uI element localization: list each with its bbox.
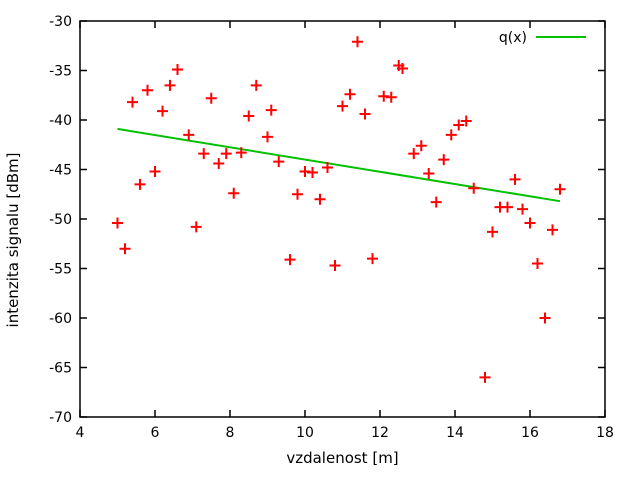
data-point-marker — [273, 156, 285, 168]
x-tick-label: 12 — [371, 425, 389, 441]
y-tick-label: -50 — [49, 212, 72, 228]
x-axis-ticks: 4 6 8 10 12 14 16 18 — [76, 21, 614, 441]
x-tick-label: 14 — [446, 425, 464, 441]
data-point-marker — [430, 196, 442, 208]
data-point-marker — [172, 64, 183, 76]
data-point-marker — [228, 187, 240, 199]
data-point-marker — [322, 162, 333, 174]
data-point-marker — [532, 258, 543, 270]
legend-label: q(x) — [499, 30, 527, 46]
y-tick-label: -65 — [49, 361, 72, 377]
data-point-marker — [344, 88, 356, 100]
data-point-marker — [524, 217, 536, 229]
data-point-marker — [547, 224, 558, 236]
data-point-marker — [157, 105, 168, 117]
data-point-marker — [250, 79, 262, 91]
data-point-marker — [307, 166, 318, 178]
data-point-marker — [337, 100, 348, 112]
y-tick-label: -30 — [49, 14, 72, 30]
data-point-marker — [415, 140, 427, 152]
data-point-marker — [213, 158, 225, 170]
legend: q(x) — [499, 30, 586, 46]
data-point-marker — [220, 148, 232, 160]
data-point-marker — [397, 63, 408, 75]
data-point-marker — [235, 147, 247, 159]
data-point-marker — [367, 253, 378, 265]
y-tick-label: -55 — [49, 262, 72, 278]
data-point-marker — [517, 203, 528, 215]
data-point-marker — [205, 92, 217, 104]
data-point-marker — [453, 119, 465, 131]
data-point-marker — [539, 312, 551, 324]
data-point-marker — [149, 165, 161, 177]
y-tick-label: -45 — [49, 163, 72, 179]
data-point-marker — [164, 79, 176, 91]
data-point-marker — [198, 148, 210, 160]
data-point-marker — [468, 182, 480, 194]
data-point-marker — [314, 193, 326, 205]
data-point-marker — [134, 178, 146, 190]
y-tick-label: -35 — [49, 64, 72, 80]
fit-line — [117, 127, 561, 203]
data-point-marker — [190, 221, 202, 233]
x-axis-title: vzdalenost [m] — [286, 449, 399, 467]
data-point-marker — [385, 91, 397, 103]
scatter-series — [112, 36, 566, 383]
data-point-marker — [502, 201, 513, 213]
data-point-marker — [554, 183, 566, 195]
x-tick-label: 18 — [596, 425, 614, 441]
data-point-marker — [460, 115, 472, 127]
data-point-marker — [262, 131, 273, 143]
x-tick-label: 8 — [226, 425, 235, 441]
data-point-marker — [359, 108, 371, 120]
x-tick-label: 6 — [151, 425, 160, 441]
data-point-marker — [292, 188, 303, 200]
y-tick-label: -60 — [49, 311, 72, 327]
data-point-marker — [284, 254, 296, 266]
data-point-marker — [112, 217, 123, 229]
data-point-marker — [509, 173, 521, 185]
data-point-marker — [445, 129, 457, 141]
x-tick-label: 10 — [296, 425, 314, 441]
data-point-marker — [352, 36, 363, 48]
x-tick-label: 4 — [76, 425, 85, 441]
y-tick-label: -70 — [49, 410, 72, 426]
y-tick-label: -40 — [49, 113, 72, 129]
data-point-marker — [127, 96, 138, 108]
data-point-marker — [438, 154, 450, 166]
data-point-marker — [183, 129, 195, 141]
data-point-marker — [408, 148, 420, 160]
data-point-marker — [329, 260, 341, 272]
plot-border — [79, 20, 606, 418]
x-tick-label: 16 — [521, 425, 539, 441]
data-point-marker — [119, 243, 131, 255]
data-point-marker — [423, 167, 435, 179]
data-point-marker — [265, 104, 277, 116]
data-point-marker — [479, 371, 491, 383]
y-axis-ticks: -70 -65 -60 -55 -50 -45 -40 -35 -30 — [49, 14, 605, 426]
data-point-marker — [487, 226, 498, 238]
data-point-marker — [142, 84, 153, 96]
y-axis-title: intenzita signalu [dBm] — [4, 152, 22, 328]
data-point-marker — [243, 110, 255, 122]
